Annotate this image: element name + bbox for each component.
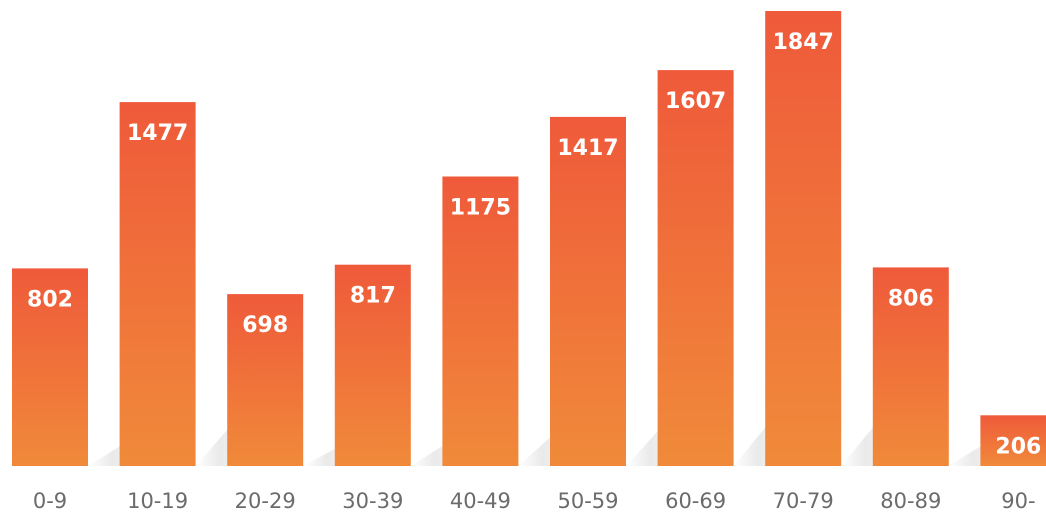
bar-20-29 <box>227 294 304 466</box>
bar-90- <box>980 415 1046 466</box>
x-tick-label: 90- <box>1001 489 1035 513</box>
bar-value-label: 1175 <box>450 196 511 221</box>
bar-60-69 <box>657 70 734 466</box>
x-tick-label: 60-69 <box>665 489 726 513</box>
value-labels-group: 802 1477 698 817 1175 1417 1607 1847 806 206 <box>27 30 1041 459</box>
x-tick-label: 20-29 <box>235 489 296 513</box>
bar-value-label: 806 <box>888 286 934 311</box>
x-tick-label: 50-59 <box>557 489 618 513</box>
bar-value-label: 1417 <box>557 136 618 161</box>
bar-10-19 <box>119 102 196 466</box>
x-tick-label: 0-9 <box>33 489 67 513</box>
bar-40-49 <box>442 176 519 466</box>
bar-value-label: 698 <box>242 313 288 338</box>
bar-value-label: 206 <box>995 434 1041 459</box>
bar-70-79 <box>765 11 842 466</box>
bar-value-label: 802 <box>27 287 73 312</box>
x-axis-tick-labels: 0-9 10-19 20-29 30-39 40-49 50-59 60-69 70-79 80… <box>33 489 1036 513</box>
bar-value-label: 817 <box>350 284 396 309</box>
bar-value-label: 1607 <box>665 89 726 114</box>
bar-30-39 <box>334 264 411 466</box>
x-tick-label: 80-89 <box>880 489 941 513</box>
bar-50-59 <box>550 116 626 467</box>
bar-value-label: 1477 <box>127 121 188 146</box>
bar-80-89 <box>872 267 949 466</box>
x-tick-label: 40-49 <box>450 489 511 513</box>
bars-group <box>12 11 1046 467</box>
x-tick-label: 10-19 <box>127 489 188 513</box>
x-tick-label: 70-79 <box>773 489 834 513</box>
bar-value-label: 1847 <box>773 30 834 55</box>
x-tick-label: 30-39 <box>342 489 403 513</box>
bar-0-9 <box>12 268 88 466</box>
